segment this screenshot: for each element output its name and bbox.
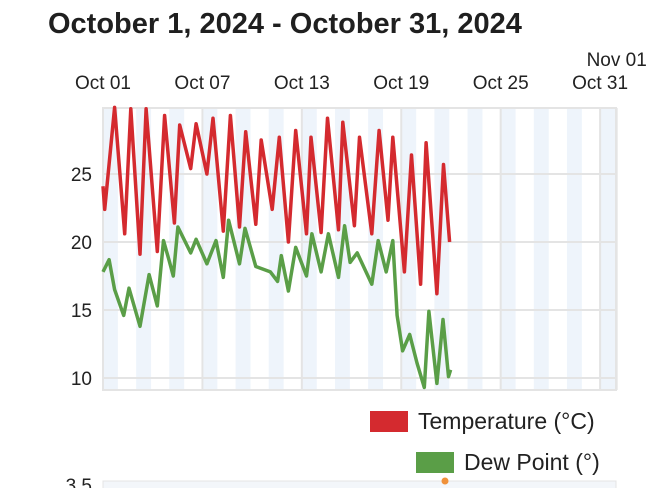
legend-label: Dew Point (°): [464, 449, 600, 475]
day-band: [600, 108, 616, 390]
legend-swatch: [416, 452, 454, 473]
day-band: [467, 108, 483, 390]
y-axis-ticks: 10 15 20 25: [71, 165, 92, 390]
x-tick-label: Oct 07: [174, 73, 230, 94]
y-tick-label: 15: [71, 301, 92, 322]
next-chart-preview: 3.5: [66, 476, 617, 488]
legend: Temperature (°C) Dew Point (°): [370, 408, 600, 475]
temperature-line: [101, 105, 452, 296]
day-band: [202, 108, 218, 390]
x-tick-label: Oct 19: [373, 73, 429, 94]
y-tick-label: 10: [71, 369, 92, 390]
dew-point-line: [101, 218, 453, 390]
next-chart-plot: [102, 480, 617, 488]
series-lines: [101, 105, 453, 390]
x-tick-label: Nov 01: [587, 50, 647, 71]
legend-label: Temperature (°C): [418, 408, 595, 434]
day-band: [533, 108, 549, 390]
x-axis-ticks: Oct 01 Oct 07 Oct 13 Oct 19 Oct 25 Oct 31Nov …: [75, 50, 647, 94]
x-tick-label: Oct 01: [75, 73, 131, 94]
data-point: [441, 477, 449, 485]
day-band: [268, 108, 284, 390]
x-tick-label: Oct 31: [572, 73, 628, 94]
y-tick-label: 25: [71, 165, 92, 186]
day-band: [500, 108, 516, 390]
day-band: [566, 108, 582, 390]
chart-title: October 1, 2024 - October 31, 2024: [48, 8, 522, 40]
x-tick-label: Oct 13: [274, 73, 330, 94]
x-tick-label: Oct 25: [473, 73, 529, 94]
y-tick-label: 3.5: [66, 476, 92, 488]
day-bands: [103, 108, 616, 390]
y-tick-label: 20: [71, 233, 92, 254]
legend-swatch: [370, 411, 408, 432]
